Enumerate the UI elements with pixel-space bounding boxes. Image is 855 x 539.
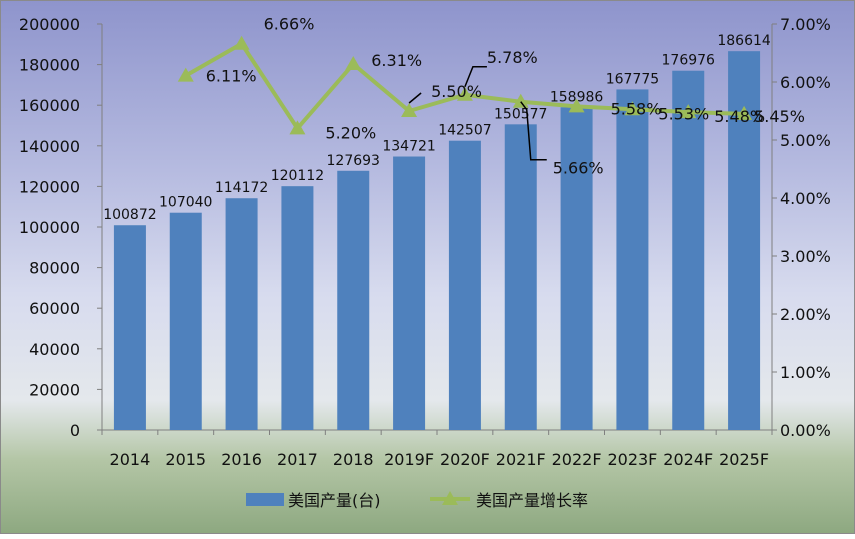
- growth-marker: [568, 98, 585, 113]
- bar: [169, 212, 202, 430]
- growth-value-label: 6.66%: [264, 15, 315, 34]
- y-left-tick-label: 40000: [29, 340, 80, 359]
- x-tick-label: 2025F: [719, 450, 769, 469]
- bar: [448, 140, 481, 430]
- x-tick-label: 2021F: [496, 450, 546, 469]
- y-right-tick-label: 4.00%: [780, 189, 831, 208]
- bar: [337, 170, 370, 430]
- y-right-tick-label: 5.00%: [780, 131, 831, 150]
- legend-line-label: 美国产量增长率: [476, 491, 588, 510]
- bar-value-label: 100872: [103, 207, 156, 223]
- y-left-tick-label: 80000: [29, 259, 80, 278]
- growth-value-label: 5.53%: [658, 104, 709, 123]
- y-right-tick-label: 0.00%: [780, 421, 831, 440]
- bar: [225, 198, 258, 430]
- growth-value-label: 5.66%: [553, 159, 604, 178]
- x-tick-label: 2024F: [663, 450, 713, 469]
- y-left-tick-label: 100000: [19, 218, 80, 237]
- y-left-tick-label: 60000: [29, 299, 80, 318]
- y-left-tick-label: 0: [70, 421, 80, 440]
- y-left-tick-label: 180000: [19, 56, 80, 75]
- growth-marker: [736, 105, 753, 120]
- x-tick-label: 2022F: [552, 450, 602, 469]
- bar-value-label: 114172: [215, 180, 268, 196]
- y-left-tick-label: 140000: [19, 137, 80, 156]
- bar: [504, 124, 537, 431]
- bar-value-label: 120112: [271, 168, 324, 184]
- bar-value-label: 127693: [327, 153, 380, 169]
- bar-value-label: 107040: [159, 195, 212, 211]
- growth-value-label: 5.58%: [611, 99, 662, 118]
- y-left-tick-label: 160000: [19, 96, 80, 115]
- growth-value-label: 6.31%: [371, 51, 422, 70]
- growth-marker: [456, 86, 473, 101]
- growth-marker: [177, 67, 194, 82]
- growth-marker: [624, 101, 641, 116]
- x-tick-label: 2018: [333, 450, 374, 469]
- growth-value-label: 5.50%: [431, 82, 482, 101]
- growth-marker: [680, 104, 697, 119]
- bar-value-label: 158986: [550, 89, 604, 105]
- growth-marker: [401, 103, 418, 117]
- y-right-tick-label: 6.00%: [780, 73, 831, 92]
- growth-label-leader: [464, 66, 487, 88]
- x-tick-label: 2017: [277, 450, 318, 469]
- growth-label-leader: [520, 101, 547, 161]
- x-tick-label: 2016: [221, 450, 262, 469]
- growth-marker: [289, 120, 306, 135]
- growth-label-leader: [408, 92, 422, 104]
- growth-value-label: 6.11%: [206, 67, 257, 86]
- bar-value-label: 176976: [662, 53, 716, 69]
- y-right-tick-label: 7.00%: [780, 15, 831, 34]
- y-right-tick-label: 2.00%: [780, 305, 831, 324]
- growth-value-label: 5.20%: [325, 123, 376, 142]
- bar-value-label: 150577: [494, 106, 547, 122]
- y-left-tick-label: 120000: [19, 177, 80, 196]
- y-right-tick-label: 3.00%: [780, 247, 831, 266]
- growth-marker: [345, 56, 362, 71]
- legend-bar-label: 美国产量(台): [288, 491, 381, 510]
- bar: [281, 186, 314, 430]
- bar: [560, 107, 593, 430]
- x-tick-label: 2020F: [440, 450, 490, 469]
- growth-marker: [512, 93, 529, 108]
- bar-value-label: 167775: [606, 71, 659, 87]
- bar: [672, 70, 705, 431]
- growth-value-label: 5.78%: [487, 48, 538, 67]
- growth-value-label: 5.48%: [714, 107, 765, 126]
- x-tick-label: 2015: [165, 450, 206, 469]
- legend-bar-swatch: [246, 493, 284, 506]
- y-right-tick-label: 1.00%: [780, 363, 831, 382]
- bar: [393, 156, 426, 431]
- x-tick-label: 2023F: [607, 450, 657, 469]
- y-left-tick-label: 20000: [29, 380, 80, 399]
- growth-value-label: 5.45%: [754, 107, 805, 126]
- x-tick-label: 2019F: [384, 450, 434, 469]
- bar-value-label: 186614: [717, 33, 771, 49]
- bar: [616, 89, 649, 430]
- growth-marker: [233, 35, 250, 50]
- x-tick-label: 2014: [110, 450, 151, 469]
- bar-value-label: 142507: [438, 123, 491, 139]
- bar-value-label: 134721: [382, 139, 435, 155]
- bar: [113, 225, 146, 430]
- y-left-tick-label: 200000: [19, 15, 80, 34]
- legend-line-marker: [442, 491, 458, 505]
